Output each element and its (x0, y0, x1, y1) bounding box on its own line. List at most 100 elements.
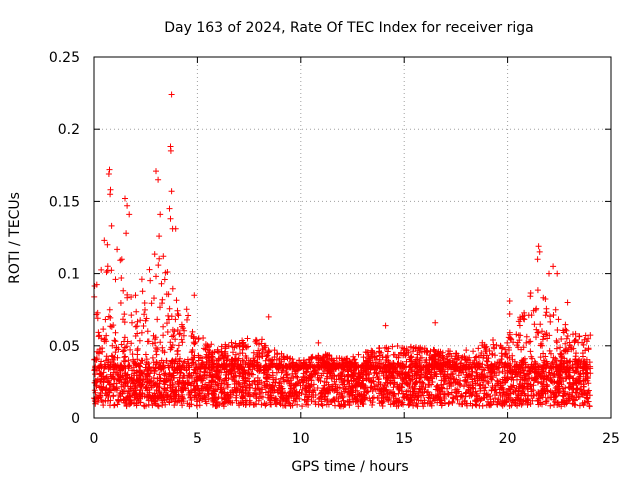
data-point (492, 386, 499, 393)
data-point (507, 369, 514, 376)
data-point (324, 397, 331, 404)
y-tick-label: 0.2 (58, 122, 80, 138)
x-tick-label: 15 (395, 431, 413, 447)
x-tick-label: 20 (499, 431, 517, 447)
x-axis-title: GPS time / hours (291, 459, 408, 475)
data-point (511, 364, 518, 371)
data-point (195, 336, 202, 343)
data-point (251, 377, 258, 384)
data-point (417, 355, 424, 361)
data-point (307, 361, 314, 368)
data-point (506, 329, 513, 336)
data-point (424, 362, 431, 369)
data-point (197, 395, 204, 402)
data-point (299, 403, 306, 410)
data-point (121, 319, 128, 326)
data-point (515, 387, 522, 394)
data-point (400, 401, 406, 408)
data-point (379, 403, 386, 409)
data-point (266, 348, 273, 355)
data-point (143, 361, 150, 368)
data-point (373, 383, 380, 390)
data-point (174, 369, 181, 376)
data-point (452, 386, 459, 393)
data-point (184, 316, 190, 323)
data-point (305, 375, 312, 382)
data-point (358, 390, 364, 397)
data-point (534, 398, 541, 404)
data-point (171, 389, 178, 396)
data-point (144, 328, 151, 335)
data-point (533, 326, 540, 333)
data-point (172, 316, 179, 323)
data-point (562, 326, 569, 333)
data-point (265, 349, 272, 356)
data-point (183, 306, 190, 313)
data-point (280, 395, 287, 402)
data-point (345, 372, 352, 379)
data-point (161, 370, 167, 377)
data-point (534, 256, 541, 263)
data-point (458, 401, 465, 408)
data-point (131, 380, 138, 387)
data-point (96, 332, 103, 339)
data-point (584, 395, 591, 402)
data-point (134, 356, 141, 363)
data-point (103, 385, 110, 391)
data-point (369, 388, 376, 394)
data-point (103, 357, 110, 364)
data-point (373, 370, 380, 377)
data-point (114, 401, 121, 408)
data-point (407, 364, 414, 371)
data-point (550, 354, 557, 361)
data-point (246, 382, 253, 389)
data-point (554, 327, 561, 333)
data-point (136, 389, 143, 396)
data-point (124, 378, 131, 385)
data-point (546, 347, 553, 354)
data-point (222, 341, 229, 348)
data-point (547, 313, 553, 320)
data-point (582, 361, 589, 368)
data-point (289, 360, 295, 367)
data-point (354, 397, 361, 403)
data-point (551, 359, 558, 366)
data-point (321, 382, 328, 389)
data-point (138, 276, 145, 283)
data-point (552, 306, 559, 313)
data-point (204, 342, 211, 349)
data-point (471, 357, 478, 364)
plot-frame (93, 56, 612, 419)
data-point (97, 394, 104, 401)
data-point (117, 300, 124, 306)
data-point (404, 372, 411, 379)
data-point (155, 403, 162, 410)
data-point (574, 385, 581, 392)
data-point (585, 388, 591, 395)
data-point (438, 384, 445, 391)
data-point (120, 358, 127, 364)
data-point (134, 376, 141, 383)
data-point (416, 389, 423, 396)
data-point (107, 314, 114, 321)
data-point (228, 356, 235, 363)
data-point (186, 403, 193, 410)
data-point (531, 358, 538, 365)
data-point (514, 402, 521, 409)
data-point (242, 393, 249, 400)
data-point (346, 359, 352, 366)
data-point (506, 311, 513, 317)
data-point (137, 387, 144, 394)
data-point (173, 297, 180, 304)
data-point (142, 376, 148, 383)
data-point (558, 350, 565, 357)
data-point (360, 362, 367, 369)
data-point (246, 389, 253, 396)
data-point (258, 401, 265, 408)
data-point (150, 359, 157, 366)
data-point (162, 389, 169, 396)
data-point (146, 378, 153, 385)
data-point (308, 398, 315, 404)
data-point (141, 300, 148, 306)
data-point (488, 375, 495, 382)
